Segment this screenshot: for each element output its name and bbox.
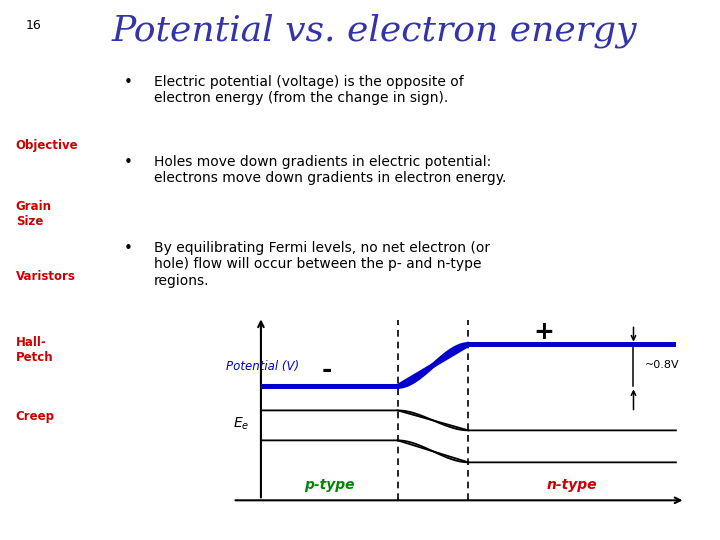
Text: Holes move down gradients in electric potential:
electrons move down gradients i: Holes move down gradients in electric po… (153, 155, 506, 185)
Text: Hall-
Petch: Hall- Petch (16, 336, 53, 363)
Text: •: • (124, 75, 132, 90)
Text: By equilibrating Fermi levels, no net electron (or
hole) flow will occur between: By equilibrating Fermi levels, no net el… (153, 241, 490, 288)
Text: Potential (V): Potential (V) (225, 360, 299, 373)
Text: n-type: n-type (547, 478, 598, 492)
Text: Varistors: Varistors (16, 270, 76, 283)
Text: Electric potential (voltage) is the opposite of
electron energy (from the change: Electric potential (voltage) is the oppo… (153, 75, 464, 105)
Text: -: - (322, 359, 332, 382)
Text: Creep: Creep (16, 409, 55, 422)
Text: $E_e$: $E_e$ (233, 415, 249, 431)
Text: •: • (124, 241, 132, 256)
Text: ~0.8V: ~0.8V (645, 360, 680, 370)
Text: 16: 16 (25, 19, 41, 32)
Text: Grain
Size: Grain Size (16, 200, 52, 228)
Text: Objective: Objective (16, 139, 78, 152)
Text: •: • (124, 155, 132, 170)
Text: Potential vs. electron energy: Potential vs. electron energy (112, 14, 637, 48)
Text: +: + (534, 321, 554, 345)
Text: p-type: p-type (304, 478, 354, 492)
